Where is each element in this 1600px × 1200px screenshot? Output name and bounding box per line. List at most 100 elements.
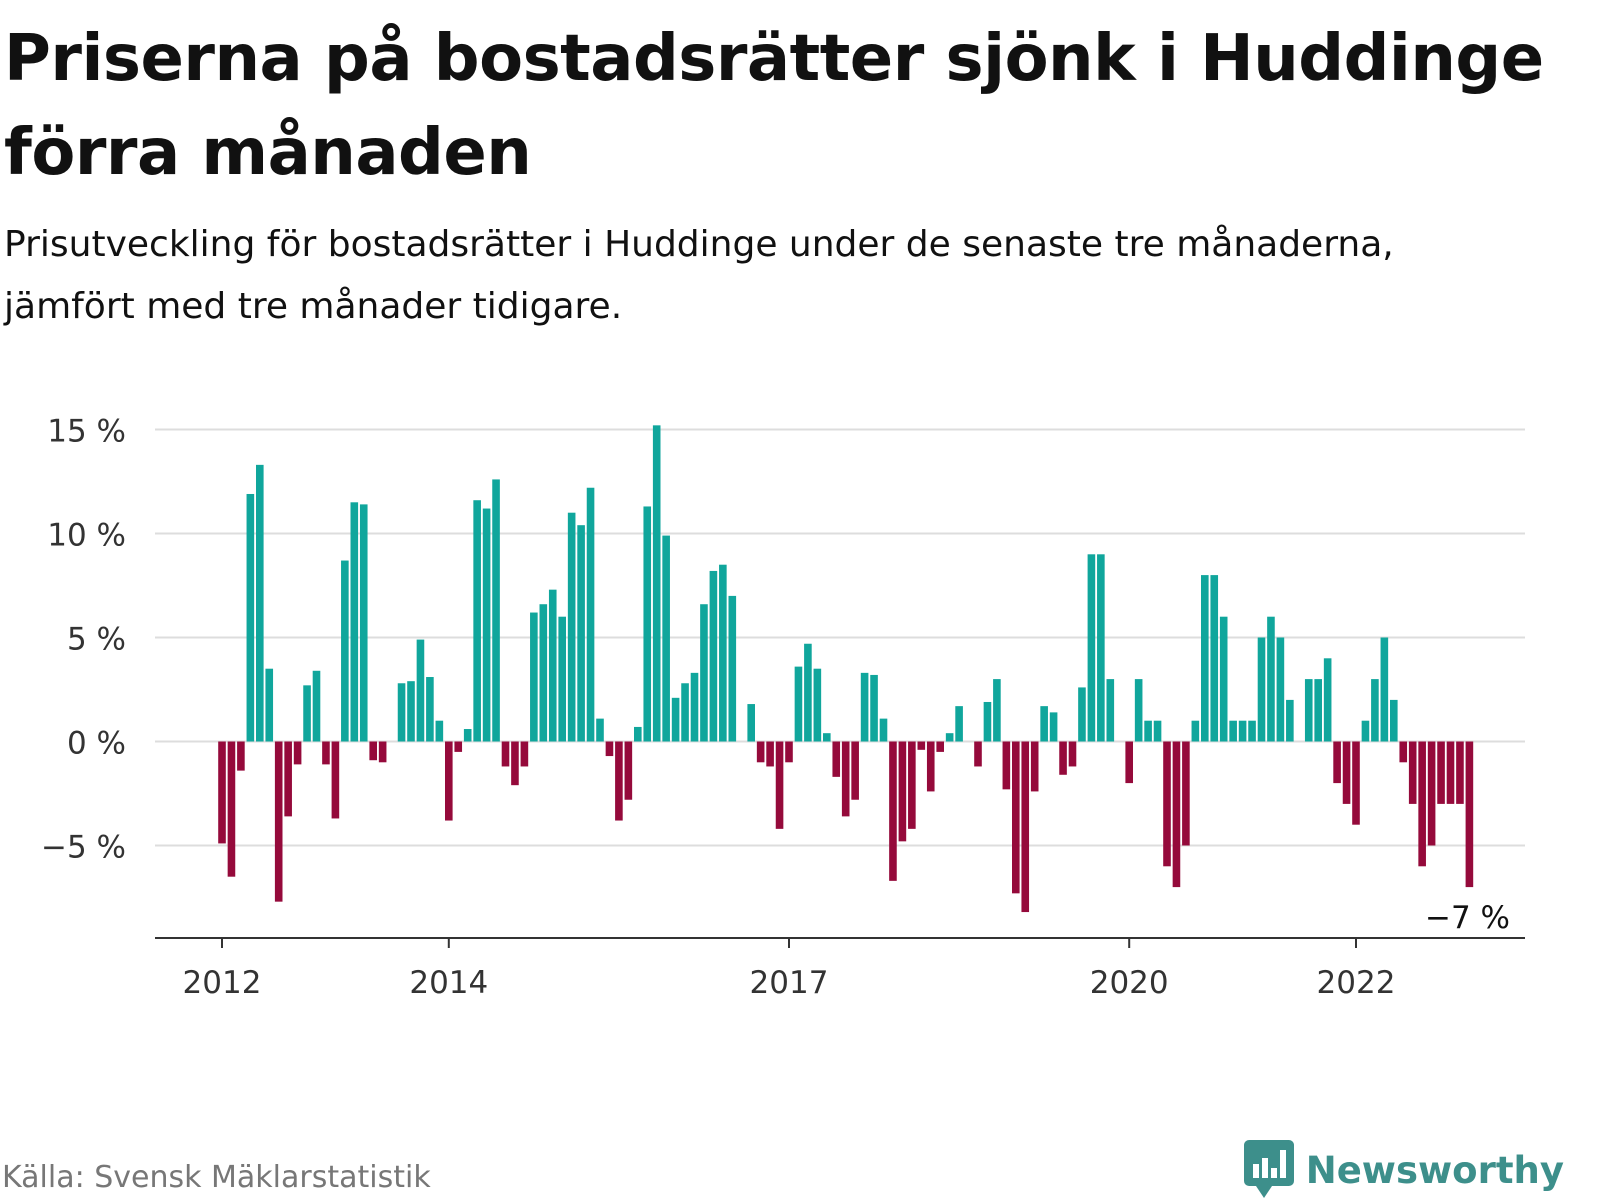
bar [1408, 741, 1417, 804]
bar [605, 741, 614, 757]
newsworthy-logo-text: Newsworthy [1305, 1148, 1564, 1192]
bar [274, 741, 283, 902]
bar [445, 741, 453, 821]
bar [1390, 699, 1398, 742]
bar [652, 425, 661, 742]
bar [1418, 741, 1426, 867]
bar [256, 464, 264, 742]
bar [586, 487, 595, 742]
bar [284, 741, 292, 817]
bar [426, 677, 434, 742]
bar [463, 729, 472, 742]
bar [1191, 720, 1200, 742]
bar [804, 643, 812, 742]
bar [435, 720, 444, 742]
bar [634, 726, 642, 742]
y-tick-label: 5 % [67, 622, 126, 658]
x-tick-label: 2020 [1090, 965, 1169, 1001]
bar [1106, 679, 1115, 742]
bar [1134, 679, 1143, 742]
bar [662, 535, 670, 742]
bar [823, 733, 831, 742]
bar [756, 741, 765, 763]
bar [397, 683, 406, 742]
x-tick-label: 2017 [750, 965, 829, 1001]
bar [1380, 637, 1389, 742]
bar [1371, 679, 1379, 742]
bar [265, 668, 274, 742]
bar [681, 683, 689, 742]
y-tick-label: 10 % [47, 518, 126, 554]
bar [1002, 741, 1011, 790]
x-tick-label: 2012 [183, 965, 262, 1001]
bar [870, 674, 878, 742]
bar [1040, 706, 1048, 742]
bars [218, 425, 1474, 913]
bar [227, 741, 236, 877]
bar [1342, 741, 1351, 804]
bar [813, 668, 822, 742]
bar [1465, 741, 1474, 888]
bar [1163, 741, 1171, 867]
bar [1210, 575, 1219, 742]
y-tick-label: −5 % [41, 830, 126, 866]
bar [643, 506, 652, 742]
bar [1012, 741, 1020, 894]
bar [558, 616, 566, 742]
bar [1172, 741, 1181, 888]
bar [1446, 741, 1455, 804]
bar [728, 595, 737, 742]
bar [1399, 741, 1408, 763]
bar [889, 741, 897, 881]
bar [936, 741, 944, 752]
bar [974, 741, 982, 767]
bar [775, 741, 784, 829]
bar [416, 639, 425, 742]
bar [926, 741, 935, 792]
x-tick-label: 2022 [1317, 965, 1396, 1001]
bar [548, 589, 557, 742]
bar [1456, 741, 1464, 804]
bar [993, 679, 1001, 742]
bar [860, 672, 869, 742]
newsworthy-logo-icon [1243, 1140, 1294, 1198]
bar [1219, 616, 1228, 742]
bar [1276, 637, 1285, 742]
bar [851, 741, 859, 800]
bar [1068, 741, 1077, 767]
bar [624, 741, 633, 800]
bar [511, 741, 519, 786]
bar [303, 685, 311, 742]
x-tick-labels: 2012 2014 2017 2020 2022 [183, 938, 1396, 1001]
newsworthy-logo: Newsworthy [1243, 1140, 1564, 1200]
bar [454, 741, 463, 752]
bar [766, 741, 774, 767]
bar [331, 741, 340, 819]
bar [794, 666, 803, 742]
bar [690, 672, 699, 742]
bar [908, 741, 916, 829]
bar [1267, 616, 1275, 742]
bar [1304, 679, 1313, 742]
bar [709, 570, 718, 742]
bar [1049, 712, 1058, 742]
bar [246, 493, 255, 742]
bar [378, 741, 387, 763]
chart-title: Priserna på bostadsrätter sjönk i Huddin… [4, 22, 1544, 190]
bar [1286, 699, 1294, 742]
bar [945, 733, 954, 742]
bar [359, 504, 368, 742]
bar [955, 706, 963, 742]
bar [350, 502, 359, 742]
bar [1229, 720, 1237, 742]
bar [747, 704, 755, 742]
chart-subtitle: Prisutveckling för bostadsrätter i Huddi… [4, 224, 1394, 327]
bar [1030, 741, 1039, 792]
bar [322, 741, 330, 765]
bar [1333, 741, 1341, 784]
bar [577, 525, 585, 742]
bar [1097, 554, 1105, 742]
bar [1059, 741, 1067, 775]
bar [492, 479, 500, 742]
y-tick-label: 0 % [67, 726, 126, 762]
